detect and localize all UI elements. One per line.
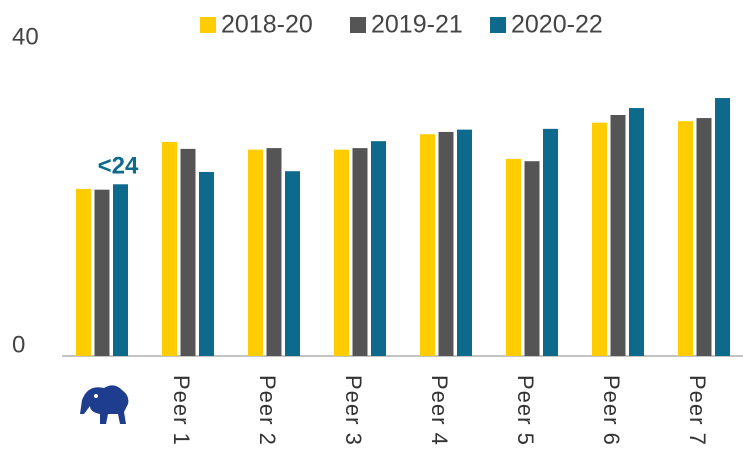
x-tick-label: Peer 6	[599, 375, 624, 446]
bar	[543, 128, 558, 356]
legend-label: 2019-21	[371, 11, 463, 39]
annotation: <24	[98, 153, 139, 180]
legend-swatch	[200, 17, 216, 33]
x-tick-label: Peer 1	[169, 375, 194, 446]
bar	[162, 141, 177, 356]
bar	[180, 148, 196, 356]
bar	[678, 121, 693, 357]
bar	[629, 108, 644, 356]
bar	[266, 148, 282, 356]
y-tick-label: 40	[12, 23, 39, 50]
bar	[285, 171, 300, 356]
y-tick-label: 0	[12, 331, 25, 358]
bar	[371, 141, 386, 356]
x-tick-label: Peer 3	[341, 375, 366, 446]
legend-label: 2018-20	[221, 11, 313, 39]
bar	[524, 161, 540, 356]
bar	[334, 149, 349, 356]
bar	[248, 149, 263, 356]
bar	[113, 184, 128, 356]
bar	[457, 129, 472, 356]
bar	[94, 189, 110, 356]
eni-logo	[68, 372, 140, 440]
bar	[199, 171, 214, 356]
bar	[438, 131, 454, 356]
x-tick-label: Peer 2	[255, 375, 280, 446]
bar	[76, 188, 91, 356]
bar	[696, 118, 712, 356]
bar	[352, 148, 368, 356]
bar	[420, 134, 435, 356]
x-tick-label: Peer 5	[513, 375, 538, 446]
bar	[592, 122, 607, 356]
bar	[715, 98, 730, 357]
bar	[506, 158, 521, 356]
x-tick-label: Peer 4	[427, 375, 452, 446]
x-tick-label: Peer 7	[685, 375, 710, 446]
legend-swatch	[350, 17, 366, 33]
bar	[610, 114, 626, 357]
legend-swatch	[490, 17, 506, 33]
legend-label: 2020-22	[511, 11, 603, 39]
